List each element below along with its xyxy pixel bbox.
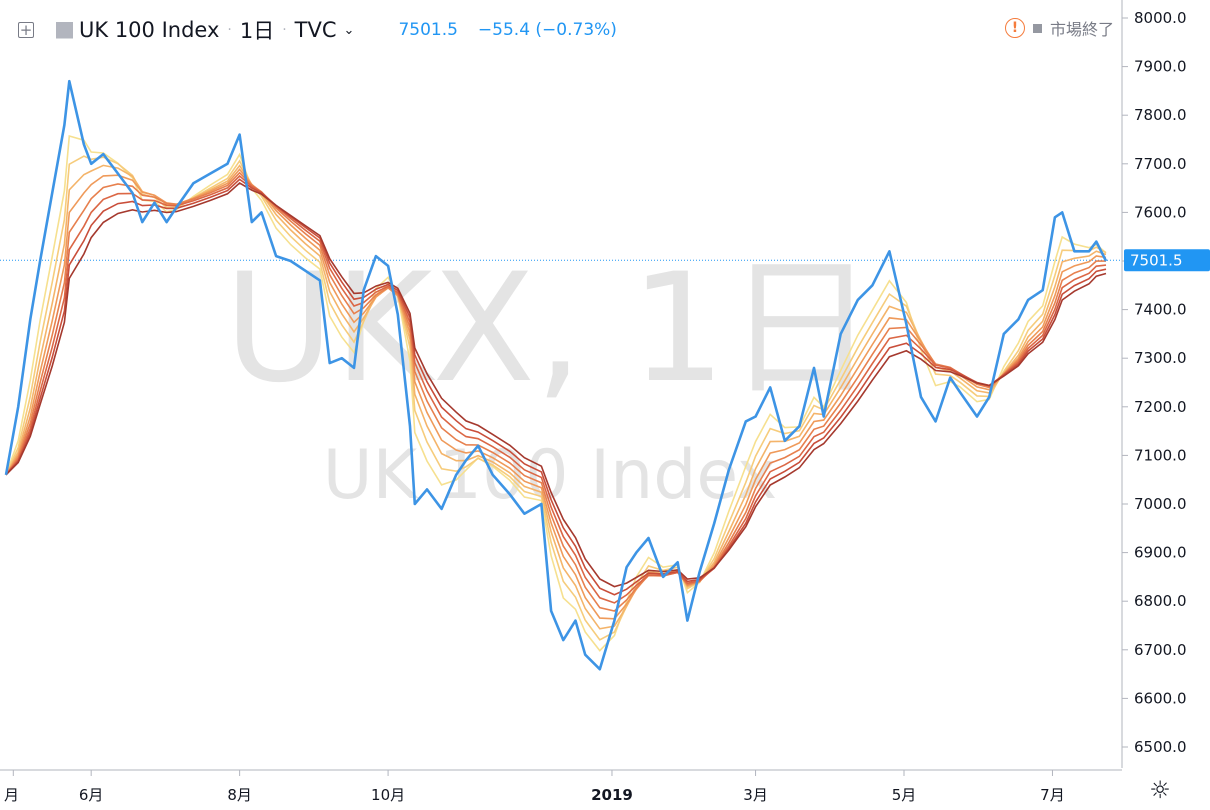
market-status-text: 市場終了 bbox=[1049, 20, 1114, 39]
last-price-label-bg bbox=[1124, 249, 1210, 272]
y-tick-label: 6600.0 bbox=[1134, 689, 1187, 707]
moving-average-line bbox=[5, 174, 1107, 604]
y-tick-label: 7300.0 bbox=[1134, 349, 1187, 367]
y-tick-label: 7200.0 bbox=[1134, 398, 1187, 416]
y-tick-label: 7600.0 bbox=[1134, 203, 1187, 221]
flag-icon[interactable] bbox=[56, 21, 73, 39]
x-tick-label: 8月 bbox=[227, 786, 252, 804]
moving-average-line bbox=[5, 171, 1106, 612]
last-price-label-text: 7501.5 bbox=[1130, 251, 1183, 269]
last-price: 7501.5 bbox=[398, 20, 458, 40]
y-tick-label: 7400.0 bbox=[1134, 301, 1187, 319]
x-tick-label: 5月 bbox=[892, 786, 917, 804]
gear-icon[interactable]: ☼ bbox=[1149, 776, 1171, 804]
y-tick-label: 6500.0 bbox=[1134, 738, 1187, 756]
price-change: −55.4 (−0.73%) bbox=[477, 20, 617, 40]
time-axis[interactable]: 月 6月 8月 10月 2019 3月 5月 7月 bbox=[0, 769, 1122, 804]
interval[interactable]: 1日 bbox=[239, 19, 275, 43]
symbol-name[interactable]: UK 100 Index bbox=[79, 18, 220, 42]
y-tick-label: 6700.0 bbox=[1134, 641, 1187, 659]
market-status: ! 市場終了 bbox=[1004, 16, 1114, 40]
status-square-icon bbox=[1032, 23, 1042, 33]
legend-separator: · bbox=[227, 22, 232, 38]
moving-average-line bbox=[5, 134, 1107, 652]
watermark-symbol: UKX, 1日 bbox=[224, 242, 876, 416]
x-tick-label: 7月 bbox=[1040, 786, 1065, 804]
chevron-down-icon[interactable]: ⌄ bbox=[343, 22, 355, 38]
moving-average-line bbox=[5, 182, 1107, 588]
y-tick-label: 7900.0 bbox=[1134, 58, 1187, 76]
y-tick-label: 7000.0 bbox=[1134, 495, 1187, 513]
moving-average-ribbon bbox=[5, 134, 1107, 652]
moving-average-line bbox=[5, 178, 1107, 596]
price-line[interactable] bbox=[4, 79, 1108, 671]
x-tick-label: 10月 bbox=[371, 786, 405, 804]
watermark: UKX, 1日 UK 100 Index bbox=[224, 242, 876, 515]
x-tick-label: 月 bbox=[4, 786, 19, 804]
plus-square-icon[interactable]: + bbox=[18, 20, 34, 39]
last-price-label: 7501.5 bbox=[1124, 249, 1210, 272]
symbol-legend: + UK 100 Index · 1日 · TVC ⌄ 7501.5 −55.4… bbox=[18, 14, 617, 46]
x-tick-label: 3月 bbox=[743, 786, 768, 804]
y-tick-label: 7100.0 bbox=[1134, 446, 1187, 464]
y-tick-label: 6800.0 bbox=[1134, 592, 1187, 610]
exclamation-circle-icon[interactable]: ! bbox=[1004, 18, 1025, 38]
y-tick-label: 7800.0 bbox=[1134, 106, 1187, 124]
y-tick-label: 6900.0 bbox=[1134, 544, 1187, 562]
exchange[interactable]: TVC bbox=[294, 18, 337, 42]
legend-separator: · bbox=[282, 22, 287, 38]
y-tick-label: 7700.0 bbox=[1134, 155, 1187, 173]
price-axis[interactable]: 8000.07900.07800.07700.07600.07500.07400… bbox=[1121, 0, 1210, 768]
y-tick-label: 8000.0 bbox=[1134, 9, 1187, 27]
x-tick-label: 6月 bbox=[79, 786, 104, 804]
x-tick-label: 2019 bbox=[591, 786, 633, 804]
